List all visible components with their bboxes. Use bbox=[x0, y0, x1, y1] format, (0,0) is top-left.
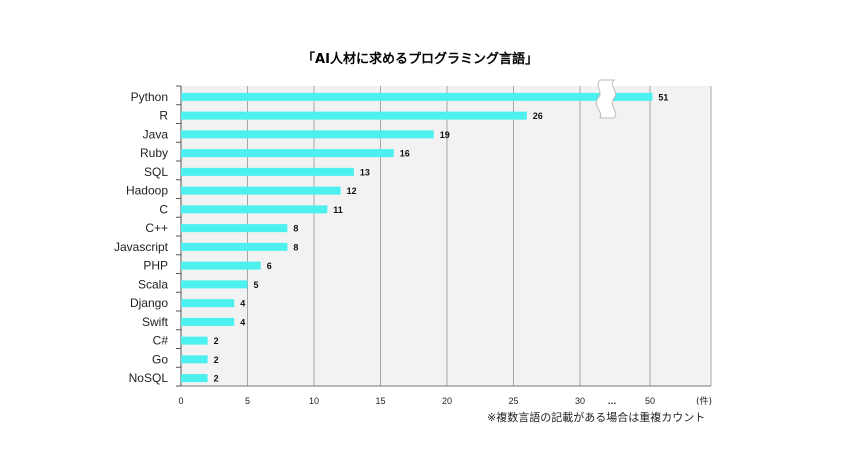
bar bbox=[181, 261, 261, 270]
bar bbox=[181, 374, 208, 383]
category-label: SQL bbox=[144, 165, 168, 179]
bar bbox=[181, 186, 341, 195]
value-label: 4 bbox=[240, 317, 245, 327]
x-tick-label: 15 bbox=[375, 396, 385, 406]
value-label: 8 bbox=[293, 224, 298, 234]
category-label: Scala bbox=[138, 277, 168, 291]
category-label: Ruby bbox=[140, 146, 168, 160]
axis-break-ellipsis: … bbox=[608, 396, 617, 406]
category-label: Hadoop bbox=[126, 184, 168, 198]
category-label: C bbox=[159, 202, 168, 216]
bar bbox=[181, 336, 208, 345]
chart-title: 「AI人材に求めるプログラミング言語」 bbox=[302, 51, 538, 67]
value-label: 4 bbox=[240, 299, 245, 309]
bar bbox=[181, 205, 328, 214]
value-label: 51 bbox=[658, 92, 668, 102]
x-tick-labels: 0 5 10 15 20 25 30 … 50 bbox=[178, 396, 655, 406]
category-label: Django bbox=[130, 296, 168, 310]
category-label: Java bbox=[143, 127, 169, 141]
value-label: 26 bbox=[533, 111, 543, 121]
category-label: Go bbox=[152, 352, 168, 366]
bar bbox=[181, 167, 354, 176]
value-label: 13 bbox=[360, 167, 370, 177]
category-label: R bbox=[159, 109, 168, 123]
bars bbox=[181, 92, 653, 383]
category-label: Javascript bbox=[114, 240, 169, 254]
value-label: 8 bbox=[293, 242, 298, 252]
axis-break-marker-shape bbox=[595, 79, 617, 119]
footnote: ※複数言語の記載がある場合は重複カウント bbox=[487, 410, 705, 424]
bar bbox=[181, 149, 394, 158]
bar bbox=[181, 92, 653, 101]
bar bbox=[181, 280, 248, 289]
value-label: 19 bbox=[440, 130, 450, 140]
category-label: C++ bbox=[145, 221, 168, 235]
x-tick-label: 25 bbox=[508, 396, 518, 406]
value-label: 2 bbox=[214, 355, 219, 365]
bar bbox=[181, 111, 527, 120]
category-label: NoSQL bbox=[129, 371, 169, 385]
value-label: 2 bbox=[214, 336, 219, 346]
bar bbox=[181, 317, 235, 326]
value-label: 12 bbox=[347, 186, 357, 196]
value-label: 16 bbox=[400, 149, 410, 159]
category-label: Python bbox=[131, 90, 168, 104]
x-tick-label: 50 bbox=[645, 396, 655, 406]
x-tick-label: 10 bbox=[309, 396, 319, 406]
x-tick-label: 20 bbox=[442, 396, 452, 406]
value-label: 11 bbox=[333, 205, 343, 215]
category-label: C# bbox=[153, 334, 169, 348]
x-tick-label: 5 bbox=[245, 396, 250, 406]
bar bbox=[181, 299, 235, 308]
value-label: 6 bbox=[267, 261, 272, 271]
bar bbox=[181, 224, 288, 233]
category-label: Swift bbox=[142, 315, 169, 329]
x-tick-label: 0 bbox=[178, 396, 183, 406]
value-label: 5 bbox=[254, 280, 259, 290]
bar bbox=[181, 130, 434, 139]
category-label: PHP bbox=[143, 259, 168, 273]
bar bbox=[181, 355, 208, 364]
x-tick-label: 30 bbox=[575, 396, 585, 406]
unit-label: (件) bbox=[696, 395, 712, 407]
value-label: 2 bbox=[214, 374, 219, 384]
axis-break-marker bbox=[595, 79, 617, 119]
bar bbox=[181, 242, 288, 251]
category-labels: Python R Java Ruby SQL Hadoop C C++ Javascript PH… bbox=[114, 90, 169, 385]
